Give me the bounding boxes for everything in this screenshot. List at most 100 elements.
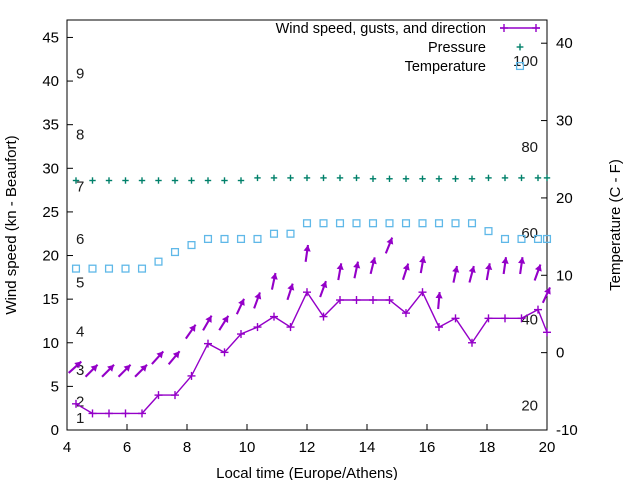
x-tick-label: 14 [359, 439, 376, 456]
y2-tick-label: 20 [556, 190, 573, 207]
beaufort-label-3: 3 [76, 362, 84, 379]
gust-arrowhead [172, 351, 180, 359]
temperature-point [269, 229, 279, 238]
temperature-point [418, 219, 427, 228]
gust-arrowhead [468, 266, 476, 274]
y2-axis-title: Temperature (C - F) [607, 159, 624, 291]
temperature-point [335, 219, 345, 228]
temperature-point [253, 234, 262, 244]
legend-label-0: Wind speed, gusts, and direction [276, 21, 486, 37]
gust-arrowhead [402, 263, 410, 271]
y2-tick-label: 30 [556, 113, 573, 130]
fahrenheit-label-80: 80 [521, 139, 538, 156]
y2-tick-label: 40 [556, 35, 573, 52]
gust-arrowhead [205, 315, 212, 323]
temperature-point [451, 219, 460, 228]
y-tick-label: 30 [42, 160, 59, 177]
temperature-point [500, 234, 510, 244]
temperature-point [286, 229, 295, 238]
temperature-point [533, 234, 543, 244]
y-tick-label: 0 [51, 422, 59, 439]
gust-arrowhead [107, 364, 115, 372]
x-tick-label: 10 [239, 439, 256, 456]
fahrenheit-label-60: 60 [521, 225, 538, 242]
x-tick-label: 16 [419, 439, 436, 456]
temperature-point [385, 219, 394, 228]
y-tick-label: 40 [42, 73, 59, 90]
temperature-point [517, 234, 526, 244]
y-axis-title: Wind speed (kn - Beaufort) [3, 135, 20, 314]
temperature-point [484, 227, 493, 236]
x-tick-label: 12 [299, 439, 316, 456]
x-tick-label: 8 [183, 439, 191, 456]
temperature-point [121, 264, 130, 273]
temperature-point [104, 264, 114, 273]
temperature-point [542, 234, 552, 244]
gust-arrowhead [518, 257, 526, 264]
gust-arrowhead [123, 364, 131, 372]
temperature-point [170, 247, 180, 257]
gust-arrowhead [270, 272, 278, 280]
y-tick-label: 25 [42, 204, 59, 221]
fahrenheit-label-100: 100 [513, 53, 538, 70]
gust-arrowhead [544, 287, 551, 295]
y-tick-label: 5 [51, 378, 59, 395]
gust-arrowhead [238, 298, 245, 306]
y-tick-label: 10 [42, 335, 59, 352]
gust-arrowhead [534, 264, 542, 272]
temperature-point [203, 234, 213, 244]
temperature-point [434, 219, 444, 228]
gust-arrowhead [336, 263, 344, 271]
temperature-point [187, 241, 196, 250]
x-tick-label: 6 [123, 439, 131, 456]
legend-sample-marker [515, 61, 525, 71]
legend-label-2: Temperature [405, 59, 486, 75]
temperature-point [401, 219, 411, 228]
gust-arrowhead [452, 265, 460, 273]
temperature-point [154, 257, 163, 266]
beaufort-label-2: 2 [76, 393, 84, 410]
wind-speed-line [75, 290, 548, 415]
gust-arrowhead [369, 257, 377, 265]
gust-arrowhead [221, 315, 229, 323]
x-tick-label: 20 [539, 439, 556, 456]
fahrenheit-label-20: 20 [521, 397, 538, 414]
gust-arrowhead [320, 281, 328, 289]
gust-arrowhead [287, 283, 295, 291]
legend-label-1: Pressure [428, 40, 486, 56]
gust-arrowhead [156, 351, 164, 359]
x-tick-label: 4 [63, 439, 71, 456]
beaufort-label-5: 5 [76, 275, 84, 292]
beaufort-label-8: 8 [76, 126, 84, 143]
temperature-point [302, 219, 312, 228]
gust-arrowhead [74, 361, 82, 369]
temperature-point [368, 219, 378, 228]
gust-arrowhead [303, 244, 311, 252]
y2-tick-label: -10 [556, 422, 578, 439]
gust-arrowhead [386, 237, 394, 245]
gust-arrowhead [435, 292, 443, 299]
gust-arrowhead [140, 364, 148, 372]
gust-arrowhead [419, 256, 427, 264]
beaufort-label-6: 6 [76, 231, 84, 248]
gust-arrowhead [254, 292, 262, 300]
gust-arrowhead [353, 261, 361, 269]
temperature-point [352, 219, 361, 228]
y-tick-label: 20 [42, 248, 59, 265]
temperature-point [236, 234, 246, 244]
gust-arrowhead [485, 263, 493, 271]
temperature-point [467, 219, 477, 228]
beaufort-label-7: 7 [76, 179, 84, 196]
beaufort-label-1: 1 [76, 410, 84, 427]
temperature-point [88, 264, 97, 273]
gust-arrowhead [90, 364, 98, 372]
x-tick-label: 18 [479, 439, 496, 456]
temperature-point [319, 219, 328, 228]
y2-tick-label: 0 [556, 345, 564, 362]
y-tick-label: 15 [42, 291, 59, 308]
temperature-point [220, 234, 229, 244]
temperature-point [137, 264, 147, 273]
beaufort-label-9: 9 [76, 65, 84, 82]
